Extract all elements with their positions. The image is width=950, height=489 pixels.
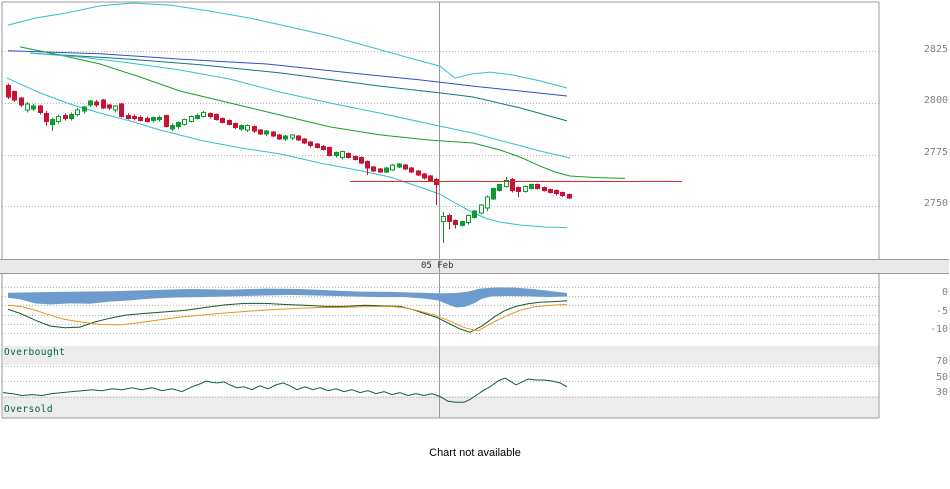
date-axis-strip <box>0 259 949 274</box>
price-tick-2750: 2750 <box>923 198 948 209</box>
chart-not-available-message: Chart not available <box>429 447 521 459</box>
overbought-zone-band <box>3 346 879 365</box>
osc-tick-0: 0 <box>941 287 948 298</box>
oversold-label: Oversold <box>4 404 53 415</box>
overbought-label: Overbought <box>4 347 66 358</box>
stoch-tick-50: 50 <box>935 372 948 383</box>
oversold-zone-band <box>3 396 879 418</box>
osc-tick-m5: -5 <box>935 306 948 317</box>
price-tick-2825: 2825 <box>923 44 948 55</box>
price-tick-2775: 2775 <box>923 147 948 158</box>
price-tick-2800: 2800 <box>923 95 948 106</box>
osc-tick-m10: -10 <box>929 324 948 335</box>
stoch-tick-70: 70 <box>935 356 948 367</box>
date-axis-label: 05 Feb <box>421 261 454 271</box>
stoch-tick-30: 30 <box>935 387 948 398</box>
